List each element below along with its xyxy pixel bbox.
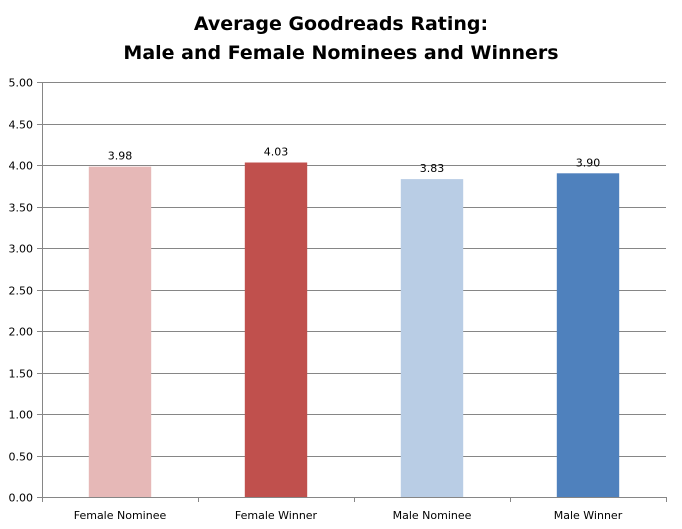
y-tick-label: 5.00 (9, 77, 34, 90)
bar (88, 166, 152, 497)
data-label: 3.83 (420, 162, 445, 175)
x-category-label: Female Winner (235, 509, 318, 522)
y-tick-label: 0.50 (9, 451, 34, 464)
chart-subtitle: Male and Female Nominees and Winners (123, 42, 558, 64)
chart-title: Average Goodreads Rating: (194, 13, 488, 35)
y-tick-label: 4.50 (9, 119, 34, 132)
bars (88, 162, 620, 498)
bar (244, 162, 308, 497)
axes (37, 82, 667, 502)
bar (400, 179, 464, 498)
y-tick-label: 1.00 (9, 409, 34, 422)
x-category-label: Male Nominee (393, 509, 472, 522)
x-category-label: Male Winner (554, 509, 623, 522)
data-label: 3.90 (576, 156, 601, 169)
y-tick-label: 1.50 (9, 368, 34, 381)
data-labels: 3.98 4.03 3.83 3.90 (108, 146, 601, 176)
y-tick-label: 2.50 (9, 285, 34, 298)
y-tick-label: 0.00 (9, 492, 34, 505)
data-label: 3.98 (108, 150, 133, 163)
y-tick-labels: 0.00 0.50 1.00 1.50 2.00 2.50 3.00 3.50 4.00 4.50… (9, 77, 34, 505)
y-tick-label: 4.00 (9, 160, 34, 173)
y-tick-label: 2.00 (9, 326, 34, 339)
y-tick-label: 3.00 (9, 243, 34, 256)
data-label: 4.03 (264, 146, 289, 159)
bar (556, 173, 620, 498)
y-tick-label: 3.50 (9, 202, 34, 215)
x-category-labels: Female Nominee Female Winner Male Nominee M… (74, 509, 623, 522)
x-category-label: Female Nominee (74, 509, 167, 522)
